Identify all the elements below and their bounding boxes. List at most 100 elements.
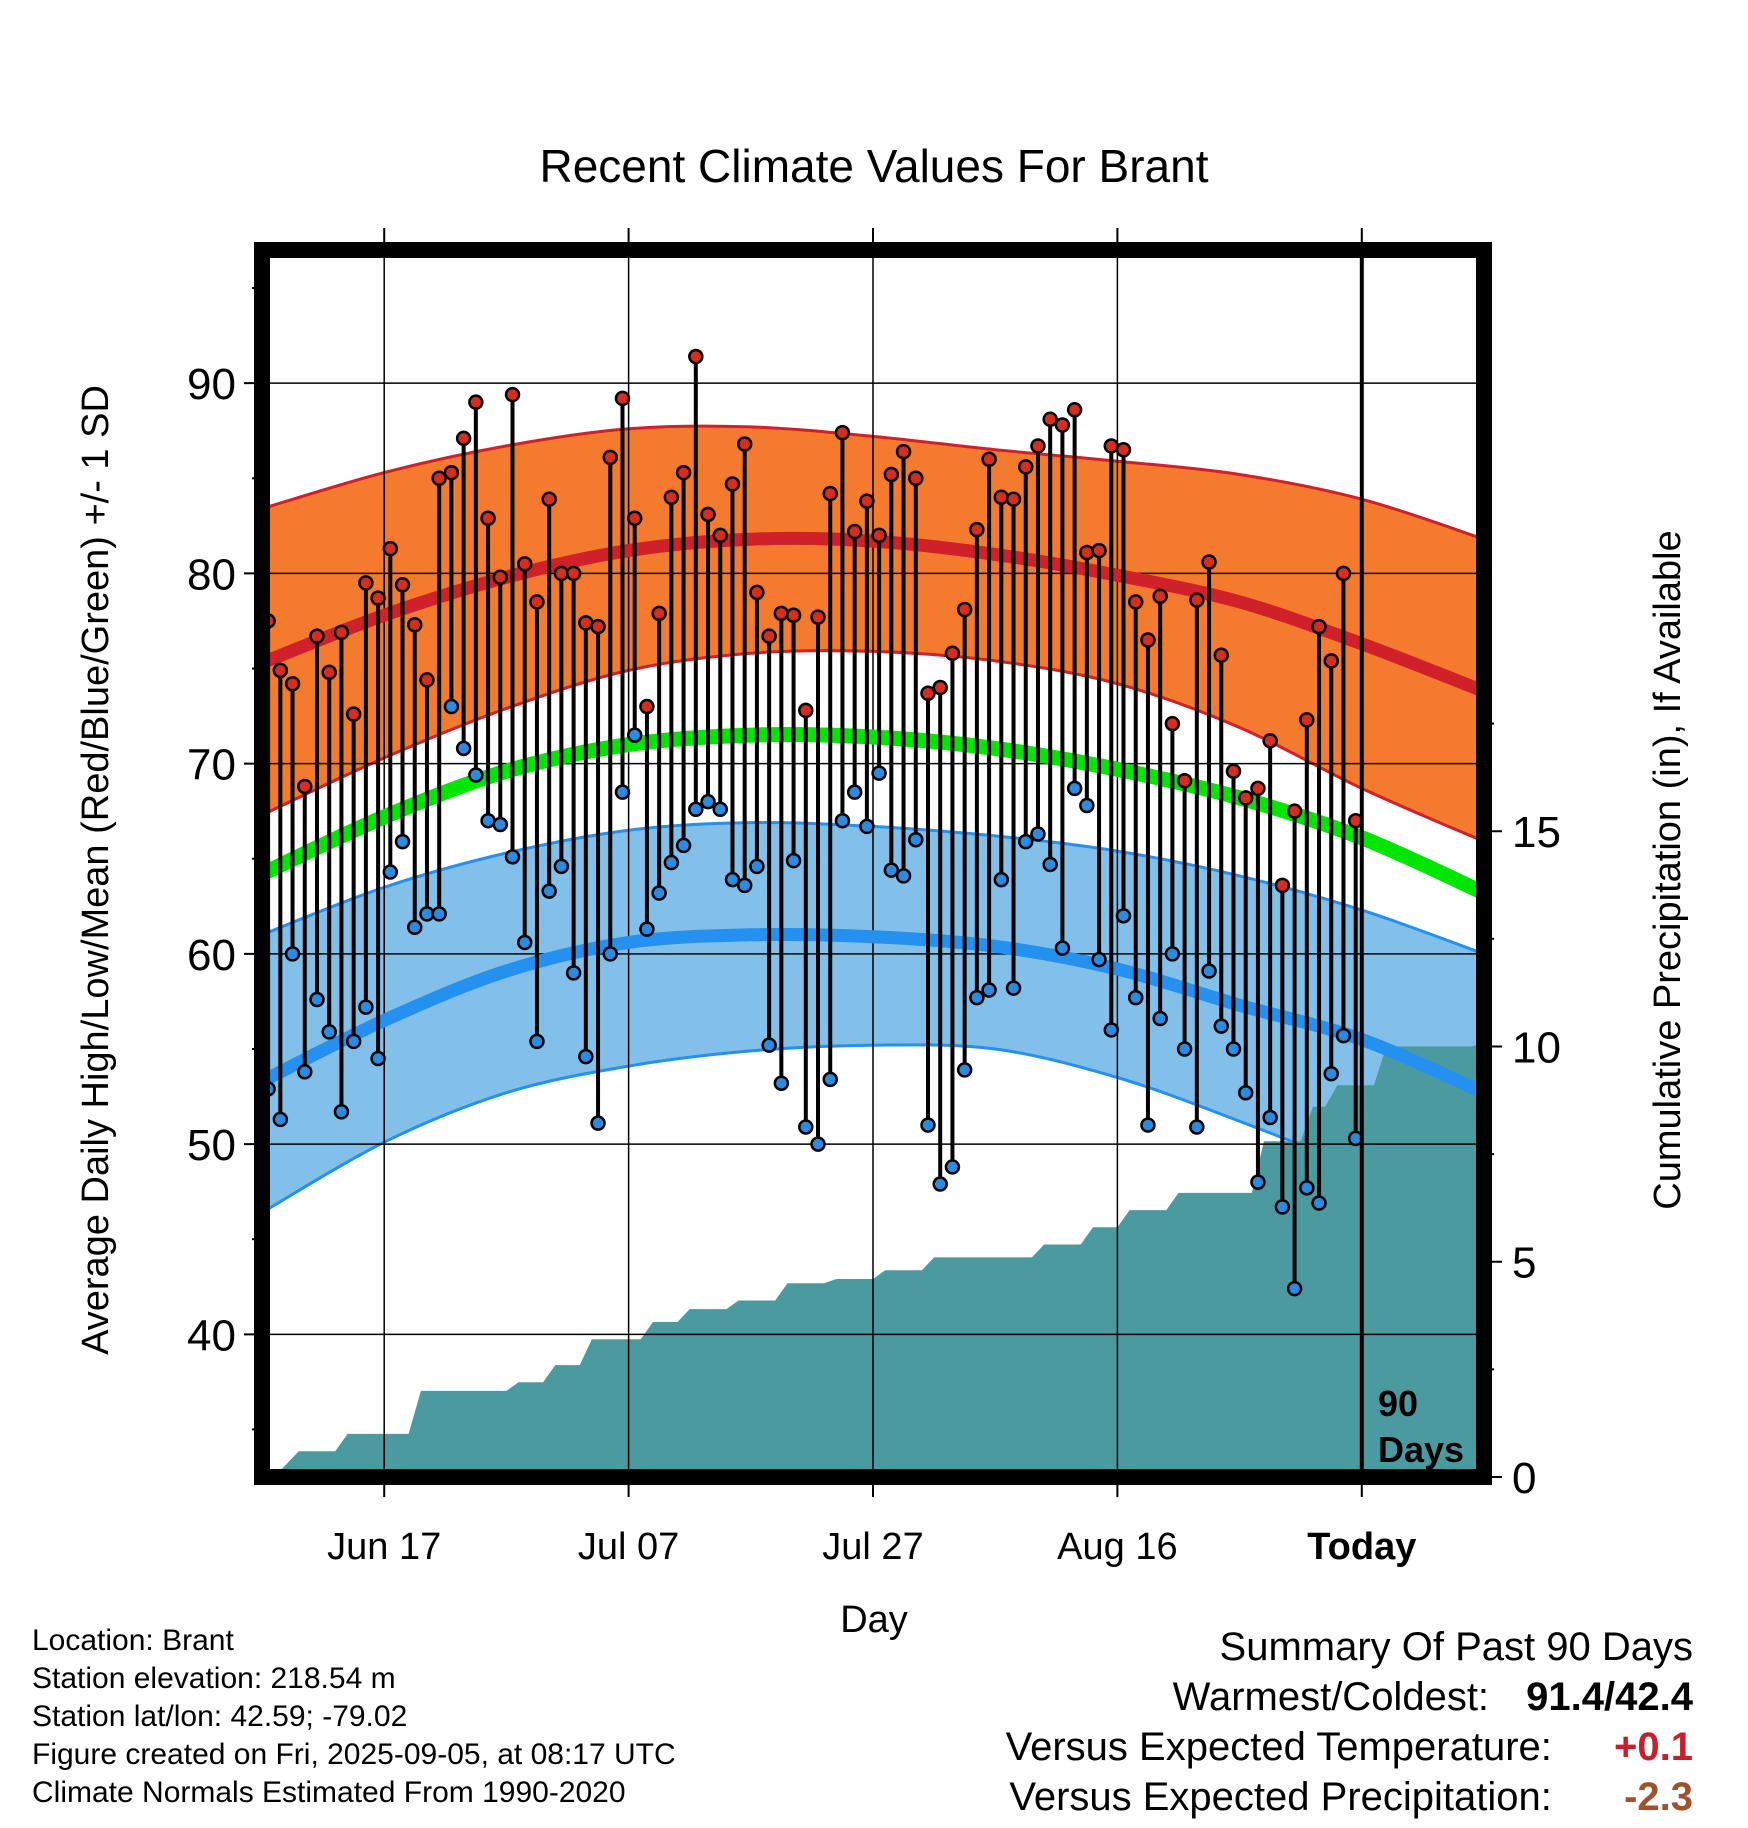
daily-low-point (920, 1117, 936, 1133)
daily-high-point (394, 577, 411, 593)
daily-low-point (932, 1176, 948, 1192)
daily-low-point (1152, 1010, 1168, 1027)
daily-low-point (1103, 1022, 1120, 1038)
daily-high-point (834, 424, 851, 441)
daily-high-point (382, 540, 399, 557)
daily-high-point (700, 506, 716, 523)
daily-low-point (1311, 1195, 1327, 1211)
daily-low-point (443, 698, 460, 715)
daily-high-point (956, 601, 973, 618)
daily-low-point (1018, 833, 1034, 850)
daily-low-point (908, 831, 924, 848)
daily-high-point (675, 464, 692, 481)
daily-high-point (529, 594, 545, 610)
today-label-line1: 90 (1378, 1383, 1418, 1424)
daily-high-point (908, 470, 924, 487)
daily-low-point (981, 982, 997, 998)
daily-high-point (309, 628, 325, 644)
daily-low-point (798, 1119, 814, 1135)
y-axis-left-label: Average Daily High/Low/Mean (Red/Blue/Gr… (75, 385, 117, 1355)
y-left-tick-label: 80 (187, 550, 236, 599)
daily-high-point (859, 493, 875, 509)
daily-low-point (822, 1071, 838, 1088)
daily-high-point (1335, 565, 1352, 582)
daily-high-point (419, 672, 435, 688)
summary-panel: Summary Of Past 90 Days Warmest/Coldest:… (1006, 1622, 1693, 1822)
daily-low-point (284, 946, 301, 962)
daily-low-point (602, 946, 619, 962)
daily-high-point (443, 464, 460, 481)
daily-high-point (1140, 632, 1156, 648)
daily-low-point (358, 999, 374, 1015)
daily-low-point (895, 868, 912, 884)
warmest-coldest-value: 91.4/42.4 (1526, 1675, 1693, 1719)
daily-high-point (1299, 712, 1315, 728)
daily-low-point (1042, 856, 1058, 873)
daily-low-point (394, 833, 411, 850)
location-text: Location: Brant (32, 1624, 234, 1657)
daily-high-point (1018, 459, 1034, 475)
daily-low-point (1201, 963, 1217, 979)
daily-low-point (370, 1050, 386, 1067)
y-right-tick-label: 10 (1512, 1023, 1561, 1072)
daily-low-point (785, 852, 802, 869)
daily-low-point (688, 801, 704, 818)
temp-vs-expected-value: +0.1 (1614, 1725, 1693, 1769)
daily-low-point (407, 919, 423, 935)
created-text: Figure created on Fri, 2025-09-05, at 08… (32, 1738, 676, 1771)
daily-high-point (333, 624, 350, 641)
daily-high-point (981, 451, 997, 468)
daily-low-point (553, 858, 570, 875)
daily-high-point (370, 590, 386, 606)
daily-low-point (736, 877, 753, 894)
daily-high-point (468, 394, 484, 410)
x-tick-label: Today (1307, 1526, 1416, 1568)
daily-low-point (1225, 1041, 1242, 1057)
x-tick-label: Jun 17 (327, 1526, 441, 1568)
daily-high-point (688, 348, 704, 365)
y-left-tick-label: 50 (187, 1121, 236, 1170)
normal-low-line (262, 927, 1484, 1099)
daily-low-point (455, 740, 472, 757)
summary-temp-row: Versus Expected Temperature: +0.1 (1006, 1722, 1693, 1772)
daily-low-point (1164, 946, 1181, 962)
daily-high-point (1311, 618, 1327, 635)
daily-low-point (590, 1115, 606, 1131)
daily-high-point (944, 645, 961, 662)
daily-low-point (297, 1064, 313, 1080)
daily-high-point (993, 489, 1010, 506)
daily-high-point (773, 605, 790, 622)
daily-high-point (345, 706, 362, 722)
daily-high-point (602, 449, 619, 466)
daily-high-point (492, 569, 509, 585)
daily-low-point (700, 793, 716, 810)
daily-high-point (883, 466, 900, 483)
daily-low-point (993, 871, 1010, 888)
daily-high-point (969, 521, 985, 538)
daily-high-point (626, 510, 643, 526)
daily-low-point (871, 765, 887, 781)
daily-low-point (382, 864, 399, 880)
daily-low-point (309, 991, 325, 1008)
daily-high-point (1262, 733, 1278, 749)
daily-low-point (1115, 908, 1132, 924)
x-tick-label: Jul 07 (578, 1526, 679, 1568)
summary-warmest-coldest-row: Warmest/Coldest: 91.4/42.4 (1006, 1672, 1693, 1722)
daily-low-point (846, 784, 863, 800)
daily-low-point (1030, 826, 1046, 842)
daily-low-point (565, 965, 582, 981)
daily-low-point (492, 816, 509, 833)
y-axis-right-label: Cumulative Precipitation (in), If Availa… (1647, 530, 1689, 1209)
daily-low-point (516, 934, 533, 951)
daily-high-point (516, 556, 533, 572)
daily-high-point (736, 436, 753, 452)
daily-high-point (284, 675, 301, 692)
latlon-text: Station lat/lon: 42.59; -79.02 (32, 1700, 408, 1733)
daily-high-point (798, 702, 814, 719)
daily-high-point (358, 575, 374, 591)
chart-title: Recent Climate Values For Brant (540, 140, 1209, 192)
daily-high-point (565, 565, 582, 582)
daily-high-point (1005, 491, 1022, 507)
summary-precip-row: Versus Expected Precipitation: -2.3 (1006, 1772, 1693, 1822)
